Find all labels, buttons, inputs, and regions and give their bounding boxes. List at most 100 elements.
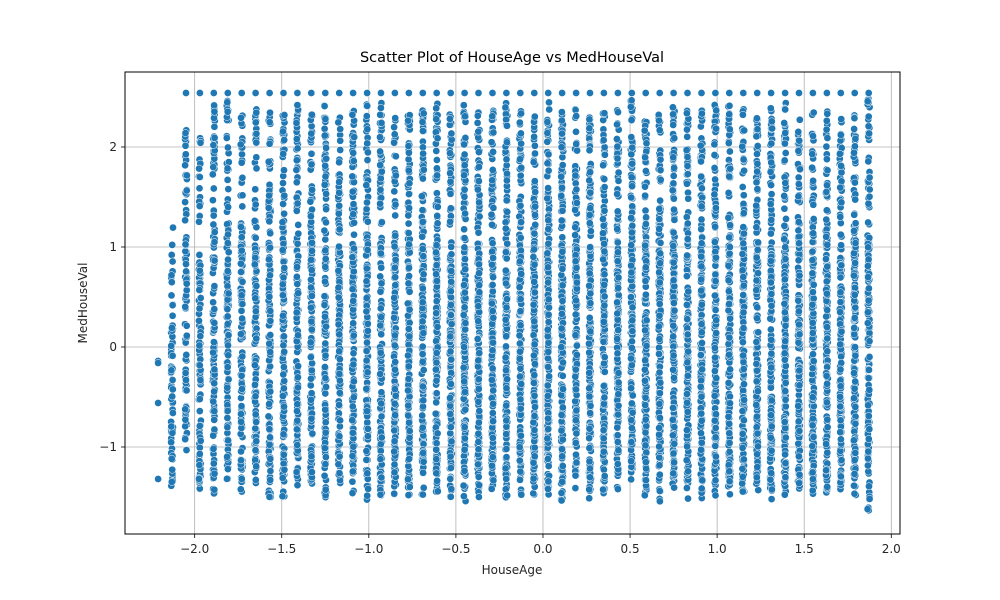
scatter-point <box>501 315 510 324</box>
scatter-point <box>250 217 259 225</box>
scatter-point <box>503 121 511 130</box>
scatter-point <box>418 89 427 97</box>
scatter-point <box>266 243 274 252</box>
scatter-point <box>502 279 510 288</box>
scatter-point <box>195 422 204 430</box>
scatter-point <box>334 460 343 469</box>
scatter-point <box>586 188 595 197</box>
scatter-point <box>460 466 469 475</box>
scatter-point <box>585 485 594 494</box>
scatter-point <box>224 436 232 445</box>
scatter-point <box>390 437 399 446</box>
scatter-point <box>195 217 203 226</box>
scatter-point <box>294 362 302 370</box>
scatter-point <box>195 266 204 275</box>
scatter-point <box>223 363 232 371</box>
scatter-point <box>543 381 552 390</box>
scatter-point <box>376 490 385 499</box>
scatter-point <box>209 141 218 149</box>
scatter-point <box>516 347 524 356</box>
scatter-point <box>251 253 260 262</box>
scatter-point <box>516 395 525 404</box>
scatter-point <box>405 179 414 188</box>
scatter-point <box>321 351 330 360</box>
scatter-point <box>404 401 413 410</box>
scatter-point <box>280 332 288 341</box>
scatter-point <box>474 228 483 237</box>
scatter-point <box>182 331 191 340</box>
scatter-point <box>320 471 329 480</box>
scatter-point <box>585 424 594 433</box>
scatter-point <box>405 305 414 314</box>
scatter-point <box>237 475 246 483</box>
scatter-point <box>279 341 288 350</box>
scatter-point <box>474 356 483 365</box>
scatter-point <box>488 453 497 461</box>
scatter-point <box>348 467 357 476</box>
scatter-point <box>473 111 482 120</box>
scatter-point <box>224 465 232 473</box>
scatter-point <box>252 418 261 426</box>
scatter-point <box>278 492 287 501</box>
scatter-point <box>293 441 302 449</box>
scatter-point <box>419 449 427 457</box>
scatter-point <box>572 385 580 394</box>
scatter-point <box>432 270 440 279</box>
scatter-point <box>502 248 510 257</box>
scatter-point <box>474 375 483 384</box>
scatter-point <box>404 325 413 333</box>
scatter-point <box>390 138 398 147</box>
scatter-point <box>363 198 371 207</box>
scatter-point <box>237 223 245 231</box>
scatter-point <box>238 191 247 200</box>
scatter-point <box>363 246 372 254</box>
scatter-point <box>195 316 203 325</box>
scatter-point <box>308 247 316 255</box>
scatter-point <box>545 303 553 312</box>
scatter-point <box>585 392 594 401</box>
scatter-point <box>209 459 218 468</box>
scatter-point <box>307 212 315 221</box>
scatter-point <box>210 416 219 424</box>
scatter-point <box>446 149 454 158</box>
scatter-point <box>530 426 539 434</box>
scatter-point <box>557 216 566 225</box>
scatter-point <box>349 331 358 340</box>
scatter-point <box>252 129 261 138</box>
scatter-point <box>293 416 302 425</box>
scatter-point <box>252 334 261 343</box>
scatter-point <box>433 212 442 220</box>
scatter-point <box>334 118 343 127</box>
scatter-point <box>181 435 190 444</box>
scatter-point <box>266 433 274 442</box>
scatter-point <box>543 129 552 137</box>
scatter-point <box>377 399 386 408</box>
scatter-point <box>266 455 275 463</box>
scatter-point <box>475 407 484 415</box>
scatter-point <box>432 297 441 306</box>
scatter-point <box>446 204 455 213</box>
scatter-point <box>292 207 301 215</box>
scatter-point <box>222 134 231 142</box>
scatter-point <box>181 150 190 159</box>
scatter-point <box>168 385 177 394</box>
scatter-point <box>308 429 317 438</box>
scatter-point <box>182 386 191 395</box>
scatter-point <box>586 299 595 308</box>
scatter-point <box>488 260 496 269</box>
scatter-point <box>308 185 316 194</box>
scatter-point <box>530 351 538 360</box>
scatter-point <box>237 410 245 418</box>
scatter-point <box>210 228 219 237</box>
scatter-point <box>433 277 441 285</box>
scatter-point <box>266 108 274 117</box>
scatter-point <box>587 227 595 236</box>
scatter-point <box>377 313 385 321</box>
scatter-point <box>293 89 302 97</box>
scatter-point <box>474 429 483 438</box>
scatter-point <box>501 224 510 233</box>
scatter-point <box>501 266 510 275</box>
scatter-point <box>348 452 357 460</box>
scatter-point <box>252 282 261 290</box>
scatter-point <box>195 202 204 210</box>
